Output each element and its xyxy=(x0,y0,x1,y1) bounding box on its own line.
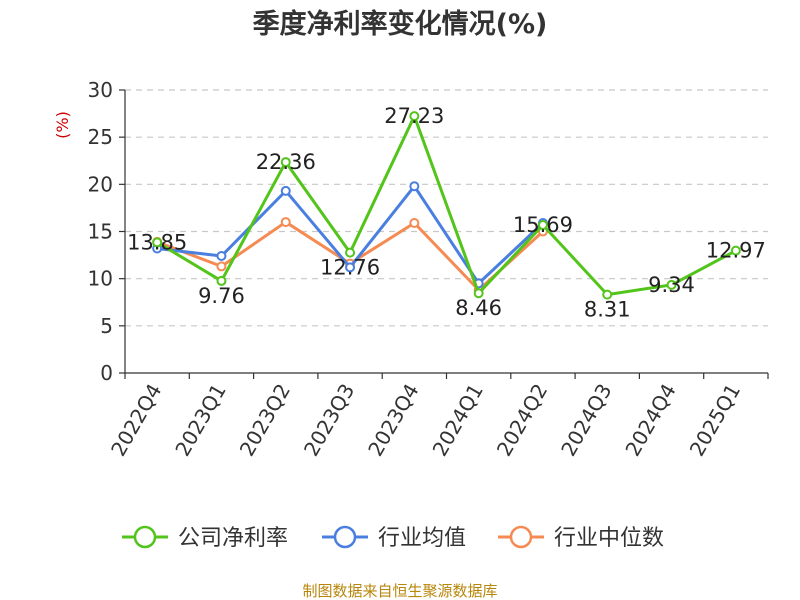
x-tick-label: 2024Q2 xyxy=(492,380,552,461)
data-label: 8.46 xyxy=(455,296,502,320)
data-point xyxy=(537,219,548,230)
legend-label: 行业均值 xyxy=(378,526,466,551)
y-tick-label: 5 xyxy=(100,314,113,338)
data-label: 8.31 xyxy=(584,298,631,322)
legend-marker xyxy=(509,525,533,549)
series-layer xyxy=(152,111,741,300)
x-tick-label: 2023Q2 xyxy=(235,380,295,461)
data-label: 15.69 xyxy=(513,213,573,237)
data-label: 9.34 xyxy=(648,273,695,297)
source-note: 制图数据来自恒生聚源数据库 xyxy=(302,582,497,600)
data-point xyxy=(280,157,291,168)
x-tick-label: 2023Q1 xyxy=(170,380,230,461)
data-point xyxy=(473,288,484,299)
x-tick-label: 2025Q1 xyxy=(685,380,745,461)
data-point xyxy=(345,262,356,273)
y-tick-label: 25 xyxy=(88,125,113,149)
data-point xyxy=(216,261,227,272)
data-label: 22.36 xyxy=(256,150,316,174)
data-point xyxy=(730,245,741,256)
legend-label: 公司净利率 xyxy=(178,526,288,551)
y-tick-label: 20 xyxy=(88,172,113,196)
data-point xyxy=(216,251,227,262)
legend: 公司净利率 行业均值 行业中位数 xyxy=(122,525,664,551)
x-tick-label: 2024Q1 xyxy=(428,380,488,461)
y-tick-label: 30 xyxy=(88,78,113,102)
series-line xyxy=(156,114,737,297)
x-tick-label: 2023Q3 xyxy=(299,380,359,461)
data-point xyxy=(280,185,291,196)
data-point xyxy=(666,279,677,290)
data-point xyxy=(280,217,291,228)
x-tick-label: 2022Q4 xyxy=(106,380,166,461)
x-tick-label: 2024Q4 xyxy=(620,380,680,461)
data-point xyxy=(152,237,163,248)
x-tick-label: 2024Q3 xyxy=(556,380,616,461)
y-axis-label: (%) xyxy=(53,111,72,139)
y-tick-label: 0 xyxy=(100,361,113,385)
y-tick-label: 10 xyxy=(88,267,113,291)
data-label: 13.85 xyxy=(127,230,187,254)
y-tick-label: 15 xyxy=(88,220,113,244)
x-tick-label: 2023Q4 xyxy=(363,380,423,461)
data-point xyxy=(409,111,420,122)
data-point xyxy=(409,218,420,229)
data-point xyxy=(602,289,613,300)
data-labels: 13.85 9.76 22.36 12.76 27.23 8.46 15.69 8.31 9.3… xyxy=(127,104,766,321)
legend-label: 行业中位数 xyxy=(554,526,664,551)
data-label: 12.76 xyxy=(320,256,380,280)
axes: 0 5 10 15 20 25 30 2022Q4 2023Q1 2023Q2 2023Q3 2023… xyxy=(88,78,769,461)
data-point xyxy=(345,247,356,258)
data-point xyxy=(216,275,227,286)
grid-lines xyxy=(125,89,768,327)
data-label: 12.97 xyxy=(706,239,766,263)
data-label: 27.23 xyxy=(384,104,444,128)
series-0 xyxy=(152,111,741,300)
data-label: 9.76 xyxy=(198,284,245,308)
chart-title: 季度净利率变化情况(%) xyxy=(253,8,548,40)
data-point xyxy=(409,181,420,192)
legend-marker xyxy=(133,525,157,549)
legend-marker xyxy=(333,525,357,549)
